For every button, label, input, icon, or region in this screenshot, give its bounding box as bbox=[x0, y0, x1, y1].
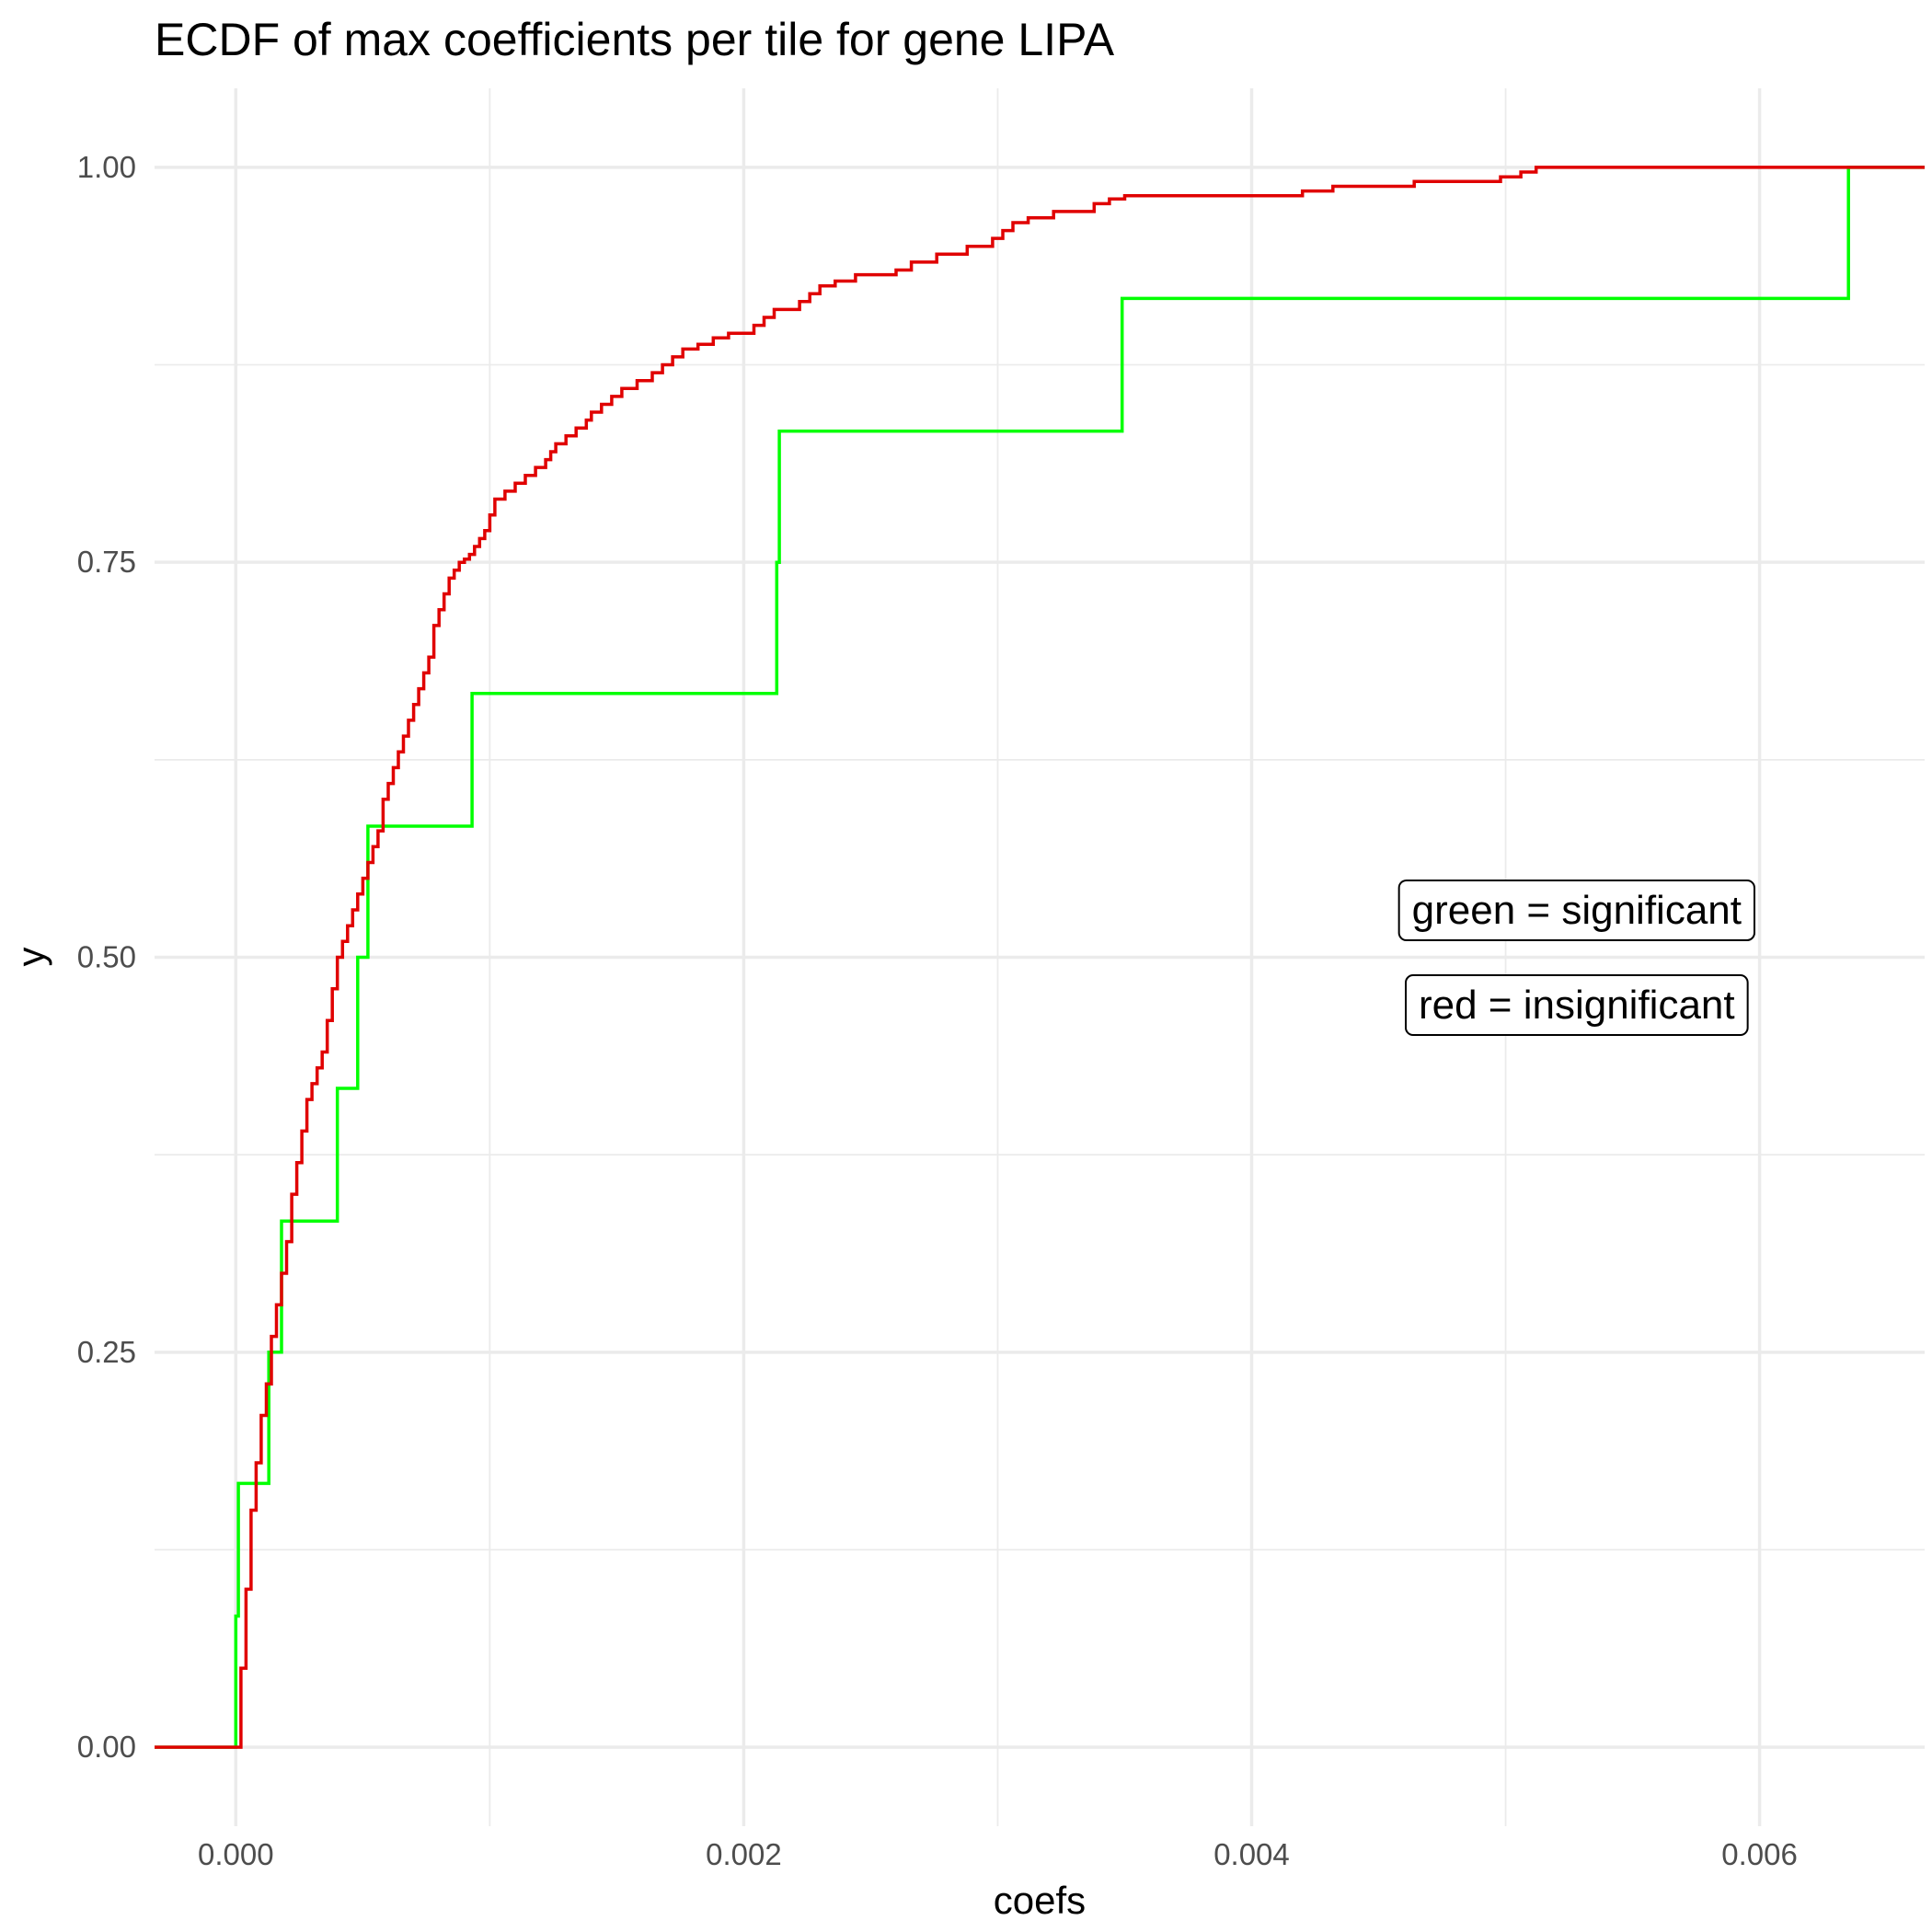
y-axis-title: y bbox=[9, 948, 52, 967]
x-axis-ticks: 0.000 0.002 0.004 0.006 bbox=[198, 1837, 1798, 1871]
y-tick-label: 0.75 bbox=[77, 545, 136, 579]
y-tick-label: 0.50 bbox=[77, 940, 136, 974]
ecdf-line-red bbox=[155, 166, 1925, 1749]
x-tick-label: 0.004 bbox=[1213, 1837, 1290, 1871]
annotations: green = significant red = insignificant bbox=[1397, 879, 1755, 1037]
ecdf-line-green bbox=[155, 166, 1925, 1749]
annotation-label: green = significant bbox=[1397, 879, 1755, 941]
annotation-box bbox=[1397, 879, 1755, 941]
annotation-text: red = insignificant bbox=[1419, 983, 1735, 1028]
x-tick-label: 0.002 bbox=[706, 1837, 782, 1871]
series-lines bbox=[155, 166, 1925, 1749]
y-tick-label: 1.00 bbox=[77, 150, 136, 184]
y-tick-label: 0.00 bbox=[77, 1730, 136, 1764]
annotation-text: green = significant bbox=[1412, 888, 1742, 933]
chart-title: ECDF of max coefficients per tile for ge… bbox=[155, 14, 1115, 65]
y-axis-ticks: 0.00 0.25 0.50 0.75 1.00 bbox=[77, 150, 136, 1764]
annotation-label: red = insignificant bbox=[1404, 974, 1749, 1037]
y-tick-label: 0.25 bbox=[77, 1335, 136, 1369]
grid bbox=[155, 88, 1925, 1826]
x-tick-label: 0.000 bbox=[198, 1837, 274, 1871]
x-axis-title: coefs bbox=[994, 1879, 1086, 1922]
annotation-box bbox=[1404, 974, 1749, 1037]
x-tick-label: 0.006 bbox=[1721, 1837, 1798, 1871]
